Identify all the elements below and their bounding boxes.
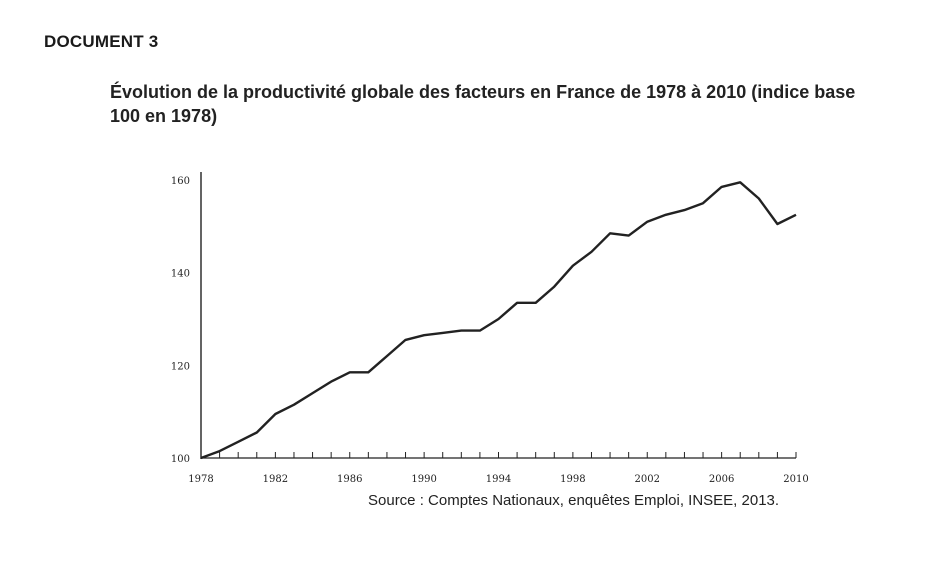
y-tick-label: 140 [171,269,190,280]
x-tick-label: 1994 [486,474,511,485]
y-tick-label: 160 [171,176,190,187]
chart-title: Évolution de la productivité globale des… [110,82,856,126]
x-ticks-group [219,452,797,458]
x-tick-labels: 1978 1982 1986 1990 1994 1998 2002 2006 2010 [188,474,808,485]
series-line [200,181,797,460]
x-tick-label: 2002 [635,474,660,485]
y-tick-labels: 100 120 140 160 [171,176,190,465]
x-tick-label: 1982 [263,474,288,485]
x-tick-label: 2006 [709,474,734,485]
x-tick-label: 1998 [560,474,585,485]
y-tick-label: 100 [171,454,190,465]
source-note: Source : Comptes Nationaux, enquêtes Emp… [368,492,780,509]
document-label: DOCUMENT 3 [44,32,159,51]
x-tick-label: 2010 [783,474,808,485]
series-layer [200,181,797,460]
y-tick-label: 120 [171,361,190,372]
x-tick-label: 1986 [337,474,362,485]
x-tick-label: 1978 [188,474,213,485]
x-tick-label: 1990 [411,474,436,485]
